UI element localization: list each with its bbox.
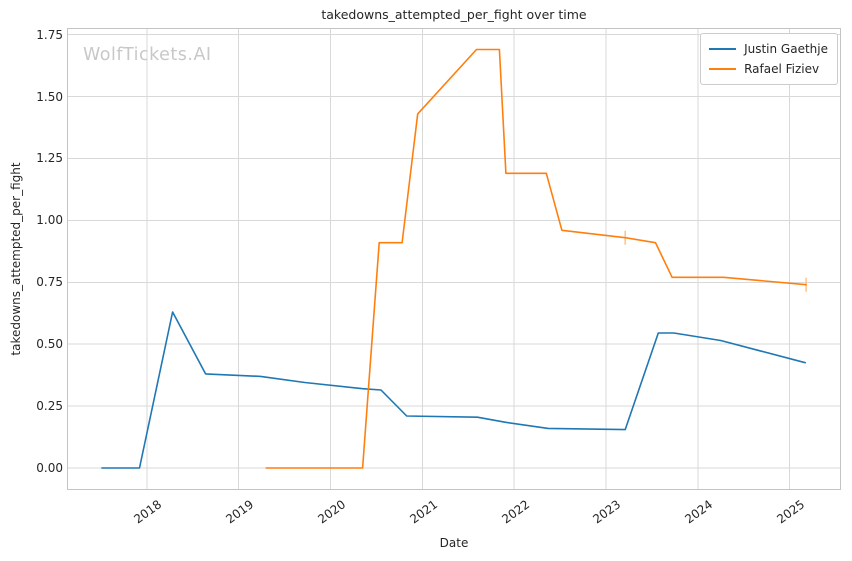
x-tick-label: 2022: [498, 497, 532, 527]
legend-line-swatch-orange: [709, 68, 737, 70]
y-tick-label: 1.00: [36, 213, 63, 228]
x-tick-label: 2020: [315, 497, 349, 527]
x-tick-label: 2023: [590, 497, 624, 527]
legend-line-swatch-blue: [709, 48, 737, 50]
series-line-justin-gaethje: [101, 311, 807, 469]
x-axis-label: Date: [439, 536, 469, 550]
x-tick-label: 2019: [223, 497, 257, 527]
y-tick-label: 1.25: [36, 151, 63, 166]
x-tick-label: 2025: [774, 497, 808, 527]
y-tick-label: 0.50: [36, 337, 63, 352]
legend-label-rafael-fiziev: Rafael Fiziev: [744, 62, 820, 76]
plot-area: WolfTickets.AI Justin Gaethje Rafael Fiz…: [67, 28, 841, 490]
plot-canvas: [67, 28, 841, 490]
y-tick-label: 0.75: [36, 275, 63, 290]
x-tick-label: 2024: [682, 497, 716, 527]
legend: Justin Gaethje Rafael Fiziev: [700, 33, 838, 85]
legend-label-justin-gaethje: Justin Gaethje: [744, 42, 828, 56]
x-tick-label: 2018: [131, 497, 165, 527]
watermark: WolfTickets.AI: [83, 45, 212, 65]
y-axis-label: takedowns_attempted_per_fight: [9, 162, 23, 356]
legend-item-justin-gaethje: Justin Gaethje: [709, 39, 828, 59]
x-tick-label: 2021: [407, 497, 440, 527]
y-tick-label: 1.75: [36, 27, 63, 42]
legend-item-rafael-fiziev: Rafael Fiziev: [709, 59, 828, 79]
y-tick-label: 0.00: [36, 460, 63, 475]
y-tick-label: 1.50: [36, 89, 63, 104]
y-tick-label: 0.25: [36, 399, 63, 414]
chart-title: takedowns_attempted_per_fight over time: [321, 7, 587, 22]
series-line-rafael-fiziev: [265, 48, 807, 469]
plot-border: [67, 28, 841, 490]
